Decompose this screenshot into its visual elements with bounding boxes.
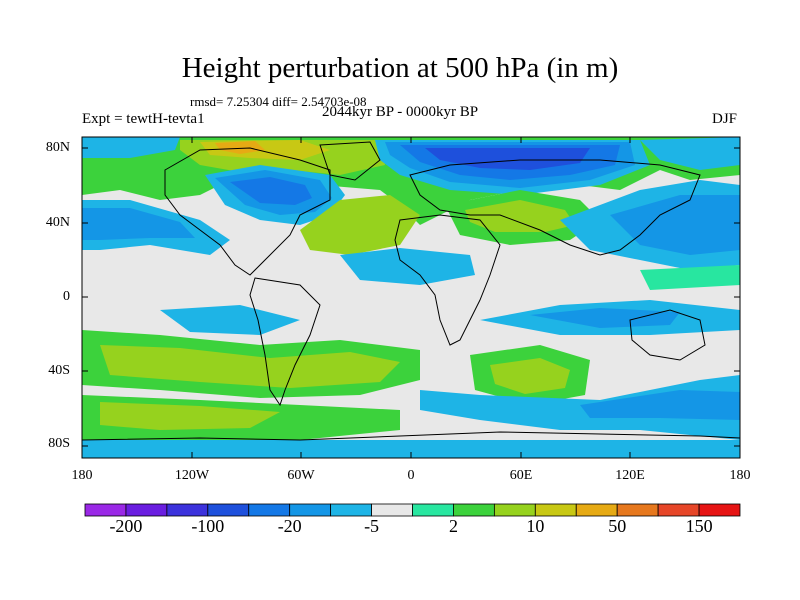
contour-region: [82, 137, 180, 158]
contour-region: [340, 248, 475, 285]
colorbar-tick-label: -20: [277, 516, 302, 536]
greenland-coastline: [319, 141, 381, 181]
colorbar-swatch: [248, 503, 291, 517]
lon-tick-label: 180: [71, 468, 93, 483]
contour-region: [82, 208, 195, 240]
colorbar-swatch: [330, 503, 372, 517]
figure-title: Height perturbation at 500 hPa (in m): [181, 52, 619, 84]
colorbar-tick-label: 10: [526, 516, 545, 536]
contour-region: [425, 148, 590, 170]
contour-region: [215, 141, 265, 154]
colorbar-tick-label: -200: [109, 516, 143, 536]
lon-tick-label: 120E: [615, 468, 645, 483]
contour-field: [82, 137, 740, 458]
lat-tick-label: 80N: [45, 140, 70, 155]
colorbar-swatch: [412, 503, 454, 517]
contour-region: [640, 265, 740, 290]
lon-tick-label: 180: [729, 468, 751, 483]
colorbar-swatch: [534, 503, 577, 517]
colorbar-swatch: [84, 503, 127, 517]
contour-region: [610, 195, 740, 255]
contour-region: [230, 177, 312, 205]
experiment-label: Expt = tewtH-tevta1: [82, 111, 205, 127]
lon-tick-label: 120W: [174, 468, 210, 483]
colorbar-swatch: [453, 503, 495, 517]
africa-coastline: [394, 214, 501, 346]
contour-region: [160, 305, 300, 335]
colorbar-tick-label: 150: [685, 516, 713, 536]
contour-region: [420, 375, 740, 440]
lat-tick-label: 40S: [48, 363, 70, 378]
contour-region: [82, 440, 740, 458]
colorbar-tick-label: -100: [191, 516, 225, 536]
lon-tick-label: 0: [407, 468, 415, 483]
lat-tick-label: 40N: [45, 215, 70, 230]
south-america-coastline: [249, 277, 321, 407]
colorbar-swatch: [125, 503, 168, 517]
contour-region: [530, 308, 680, 328]
lat-tick-label: 80S: [48, 436, 70, 451]
contour-region: [580, 390, 740, 420]
colorbar-swatch: [698, 503, 741, 517]
lon-tick-label: 60W: [287, 468, 315, 483]
colorbar: [84, 503, 741, 517]
contour-region: [300, 195, 420, 255]
contour-region: [465, 200, 575, 232]
europe-asia-coastline: [409, 159, 701, 256]
colorbar-swatch: [371, 503, 413, 517]
axis-tick-marks: [81, 137, 741, 458]
coastline-outlines: [82, 141, 740, 441]
season-label: DJF: [712, 111, 738, 127]
colorbar-swatch: [166, 503, 209, 517]
contour-region: [100, 402, 280, 430]
colorbar-swatch: [657, 503, 700, 517]
contour-region: [640, 137, 740, 170]
colorbar-swatch: [493, 503, 536, 517]
contour-region: [100, 345, 400, 388]
contour-region: [490, 358, 570, 394]
colorbar-swatch: [207, 503, 250, 517]
colorbar-tick-label: 2: [448, 516, 458, 536]
colorbar-swatch: [616, 503, 659, 517]
north-america-coastline: [164, 147, 331, 276]
colorbar-swatch: [289, 503, 332, 517]
colorbar-tick-label: -5: [364, 516, 380, 536]
australia-coastline: [629, 309, 706, 361]
colorbar-tick-label: 50: [608, 516, 627, 536]
lon-tick-label: 60E: [509, 468, 533, 483]
period-label: 2044kyr BP - 0000kyr BP: [322, 104, 479, 120]
antarctica-coastline: [82, 431, 740, 441]
colorbar-swatch: [575, 503, 618, 517]
lat-tick-label: 0: [63, 289, 70, 304]
rmsd-stats-label: rmsd= 7.25304 diff= 2.54703e-08: [190, 94, 367, 109]
